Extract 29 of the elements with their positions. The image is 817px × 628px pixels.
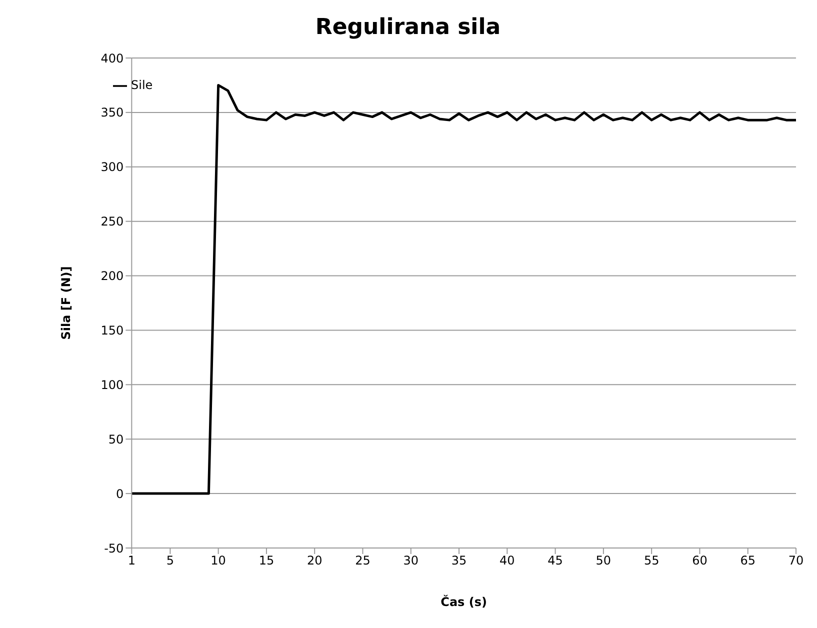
y-tick-label: 400 [100,51,124,66]
y-tick-label: 150 [100,323,124,338]
x-tick-label: 45 [548,554,563,568]
y-tick-label: 200 [100,269,124,284]
chart-title: Regulirana sila [314,14,502,42]
x-tick-label: 70 [788,554,804,568]
x-tick-label: 30 [403,554,419,568]
x-tick-label: 15 [258,554,274,568]
y-tick-label: 300 [100,160,124,174]
x-tick-label: 25 [355,554,370,568]
y-axis-title: Sila [F (N)] [58,266,73,340]
legend-label: Sile [131,78,153,92]
x-tick-label: 1 [128,554,136,568]
x-tick-label: 40 [500,554,515,568]
x-tick-label: 35 [451,554,467,568]
x-tick-label: 60 [692,554,708,568]
x-tick-label: 50 [596,554,612,568]
y-tick-label: 0 [116,486,124,501]
x-tick-label: 65 [740,554,756,568]
y-tick-label: 250 [100,214,124,229]
y-tick-label: 50 [108,432,124,446]
x-axis-title: Čas (s) [440,594,488,609]
x-tick-label: 5 [166,554,174,568]
x-tick-label: 20 [306,554,322,568]
x-tick-label: 55 [644,554,660,568]
y-tick-label: -50 [104,541,124,556]
y-tick-label: 100 [100,378,124,392]
x-tick-label: 10 [210,554,226,568]
y-tick-label: 350 [100,106,124,120]
